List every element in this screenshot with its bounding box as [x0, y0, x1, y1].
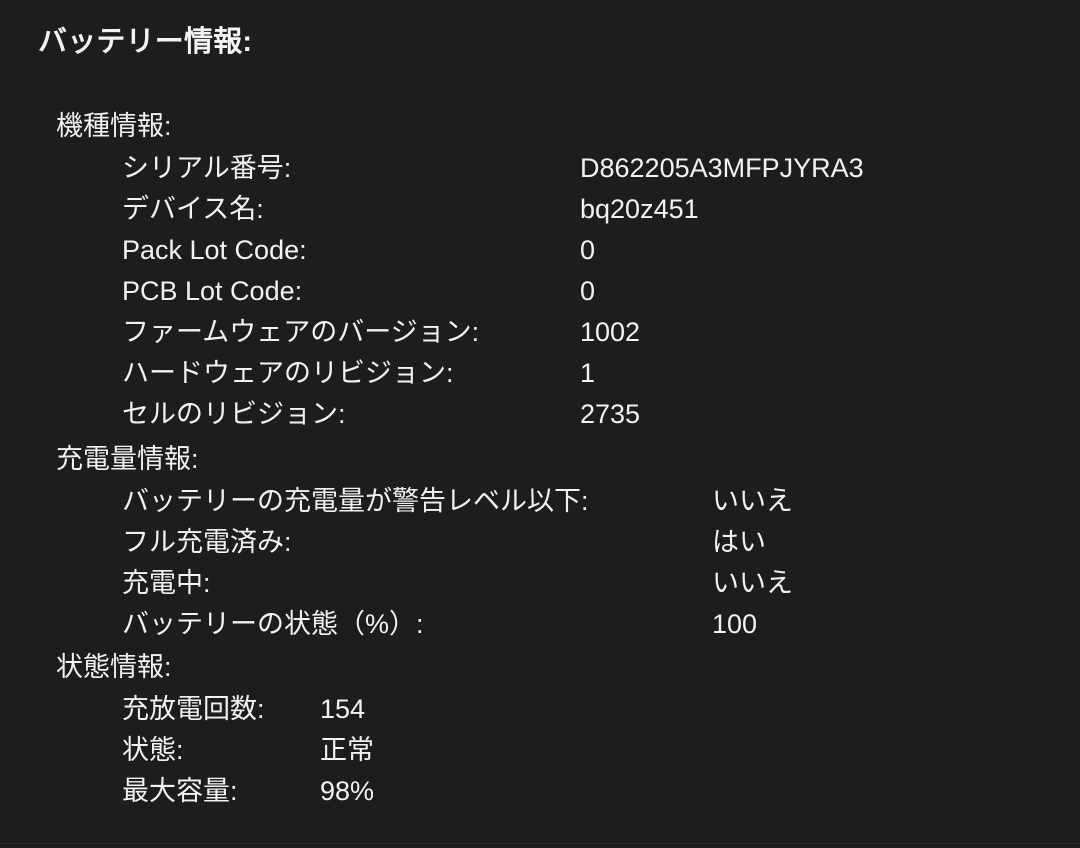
table-row: バッテリーの充電量が警告レベル以下: いいえ	[122, 485, 793, 526]
row-label: ハードウェアのリビジョン:	[122, 358, 454, 388]
row-value: 154	[320, 694, 366, 724]
row-value: D862205A3MFPJYRA3	[580, 153, 864, 183]
row-label: バッテリーの充電量が警告レベル以下:	[122, 486, 589, 516]
row-value: 1002	[580, 317, 641, 347]
table-row: PCB Lot Code: 0	[122, 275, 595, 316]
table-row: Pack Lot Code: 0	[122, 234, 595, 275]
row-value: 0	[580, 276, 596, 306]
table-row: 充放電回数: 154	[122, 693, 365, 734]
row-label: PCB Lot Code:	[122, 276, 303, 306]
table-row: 充電中: いいえ	[122, 567, 793, 608]
section-title-model-info: 機種情報:	[56, 111, 172, 141]
table-row: 最大容量: 98%	[122, 775, 374, 816]
row-label: 最大容量:	[122, 776, 238, 806]
row-label: 充放電回数:	[122, 694, 265, 724]
section-title-condition-info: 状態情報:	[56, 652, 172, 682]
row-label: 充電中:	[122, 568, 211, 598]
row-label: セルのリビジョン:	[122, 399, 346, 429]
table-row: 状態: 正常	[122, 734, 374, 775]
row-value: 98%	[320, 776, 375, 806]
row-label: デバイス名:	[122, 194, 264, 224]
section-title-charge-info: 充電量情報:	[56, 444, 199, 474]
table-row: ファームウェアのバージョン: 1002	[122, 316, 640, 357]
table-row: シリアル番号: D862205A3MFPJYRA3	[122, 152, 864, 193]
table-row: ハードウェアのリビジョン: 1	[122, 357, 595, 398]
row-label: Pack Lot Code:	[122, 235, 307, 265]
row-value: いいえ	[712, 568, 793, 598]
row-label: シリアル番号:	[122, 153, 292, 183]
row-label: ファームウェアのバージョン:	[122, 317, 480, 347]
row-label: バッテリーの状態（%）:	[122, 609, 424, 639]
row-label: 状態:	[122, 735, 184, 765]
row-label: フル充電済み:	[122, 527, 292, 557]
row-value: 100	[712, 609, 758, 639]
row-value: いいえ	[712, 486, 793, 516]
row-value: 1	[580, 358, 596, 388]
row-value: はい	[712, 527, 766, 557]
bottom-divider	[0, 843, 1080, 844]
table-row: デバイス名: bq20z451	[122, 193, 699, 234]
row-value: 0	[580, 235, 596, 265]
page-title: バッテリー情報:	[38, 26, 253, 58]
table-row: セルのリビジョン: 2735	[122, 398, 640, 439]
row-value: 2735	[580, 399, 641, 429]
table-row: フル充電済み: はい	[122, 526, 766, 567]
row-value: bq20z451	[580, 194, 699, 224]
table-row: バッテリーの状態（%）: 100	[122, 608, 757, 649]
row-value: 正常	[320, 735, 374, 765]
